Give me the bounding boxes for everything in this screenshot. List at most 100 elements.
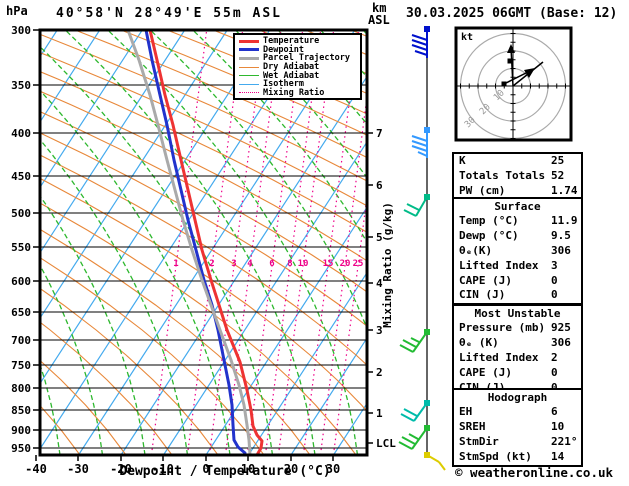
stat-label: CIN (J) <box>459 288 506 302</box>
legend-swatch-dewpoint <box>239 48 259 52</box>
pressure-tick-label: 800 <box>11 382 31 395</box>
km-tick-label: 2 <box>376 366 383 379</box>
wind-barb <box>412 331 428 353</box>
wind-barb <box>400 413 415 422</box>
stat-box-header: Surface <box>494 200 541 213</box>
dry-adiabat-line <box>40 90 367 262</box>
stat-row: CIN (J) 0 <box>454 288 581 303</box>
isotherm-line <box>290 336 367 455</box>
isotherm-line <box>120 75 367 455</box>
mixing-ratio-value: 4 <box>247 259 253 269</box>
mixing-ratio-line <box>277 30 335 455</box>
wind-barb-marker <box>424 127 430 133</box>
datetime-label: 30.03.2025 06GMT (Base: 12) <box>406 6 618 21</box>
stat-row: Totals Totals 52 <box>454 169 581 184</box>
hodograph-arrowhead <box>524 68 535 78</box>
wet-adiabat-line <box>40 45 274 455</box>
mixing-ratio-line <box>224 30 282 455</box>
stat-label: Totals Totals <box>459 168 546 182</box>
mixing-ratio-value: 1 <box>173 259 178 269</box>
stat-box-surface: Surface Temp (°C) 11.9 Dewp (°C) 9.5 θₑ(K) 306… <box>452 197 583 306</box>
copyright: © weatheronline.co.uk <box>455 465 614 480</box>
wind-barb <box>398 441 413 450</box>
dry-adiabat-line <box>40 228 311 455</box>
stat-label: CAPE (J) <box>459 273 512 287</box>
pressure-tick-label: 350 <box>11 79 31 92</box>
wind-barb-marker <box>424 329 430 335</box>
mixing-ratio-value: 25 <box>353 259 364 269</box>
wind-barb-marker <box>424 400 430 406</box>
isotherm-line <box>40 30 143 189</box>
dry-adiabat-line <box>40 33 367 182</box>
stat-row: θₑ (K) 306 <box>454 336 581 351</box>
lcl-label: LCL <box>376 437 396 450</box>
pressure-tick-label: 400 <box>11 127 31 140</box>
mixing-ratio-line <box>332 192 367 455</box>
mixing-ratio-line <box>319 92 367 455</box>
wet-adiabat-line <box>40 138 189 455</box>
stat-row: PW (cm) 1.74 <box>454 184 581 199</box>
wind-barb <box>406 203 420 211</box>
wind-barb <box>415 196 428 217</box>
stat-value: 14 <box>551 449 565 463</box>
legend-item: Mixing Ratio <box>235 89 360 98</box>
legend-label: Mixing Ratio <box>263 87 325 98</box>
km-tick-label: 1 <box>376 407 383 420</box>
wind-barb <box>410 337 420 343</box>
dry-adiabat-line <box>40 132 367 327</box>
isotherm-line <box>40 30 101 124</box>
stat-row: Lifted Index 3 <box>454 259 581 274</box>
wind-barb <box>408 433 419 440</box>
legend-label: Dry Adiabat <box>263 62 320 73</box>
stat-row: CAPE (J) 0 <box>454 366 581 381</box>
stat-box-hodograph: Hodograph EH 6 SREH 10 StmDir 221° StmSpd (kt) 1… <box>452 388 583 467</box>
wind-barb <box>411 427 428 450</box>
temp-tick-label: -40 <box>25 462 47 476</box>
hodograph-frame <box>454 26 573 142</box>
wind-barb <box>401 436 416 445</box>
dry-adiabat-line <box>40 177 367 413</box>
km-tick-label: 7 <box>376 127 383 140</box>
stat-value: 306 <box>551 335 571 349</box>
pressure-tick-label: 550 <box>11 241 31 254</box>
hodograph-ring-label: 30 <box>463 115 478 130</box>
wet-adiabat-line <box>40 362 61 455</box>
hodograph-trace <box>503 70 531 85</box>
isotherm-line <box>205 206 367 455</box>
isotherm-line <box>40 30 271 385</box>
wind-barb-marker <box>424 425 430 431</box>
stat-row: Temp (°C) 11.9 <box>454 214 581 229</box>
stat-value: 11.9 <box>551 214 578 227</box>
legend-item: Isotherm <box>235 80 360 89</box>
plot-frame <box>38 28 369 457</box>
wind-barb-marker <box>424 452 430 458</box>
mixing-ratio-value: 8 <box>287 259 292 269</box>
dry-adiabat-line <box>40 111 367 293</box>
mixing-ratio-line <box>302 30 360 455</box>
stat-label: SREH <box>459 419 486 433</box>
wind-barb <box>403 408 418 417</box>
mixing-ratio-value: 3 <box>231 259 236 269</box>
stat-row: CAPE (J) 0 <box>454 274 581 289</box>
mixing-ratio-value: 15 <box>323 259 334 269</box>
stat-label: CAPE (J) <box>459 365 512 379</box>
pressure-tick-label: 450 <box>11 170 31 183</box>
legend: Temperature Dewpoint Parcel Trajectory Dry … <box>233 33 362 100</box>
stat-label: Lifted Index <box>459 350 539 364</box>
temp-tick-label: -30 <box>67 462 89 476</box>
plot-area <box>40 30 367 455</box>
wind-barb <box>402 339 417 348</box>
stat-value: 925 <box>551 321 571 334</box>
dry-adiabat-line <box>40 256 265 455</box>
stat-box-indices: K 25 Totals Totals 52 PW (cm) 1.74 <box>452 152 583 201</box>
wind-barb-marker <box>424 194 430 200</box>
legend-label: Parcel Trajectory <box>263 53 350 64</box>
stat-value: 10 <box>551 419 565 433</box>
legend-swatch-wet-adiabat <box>239 75 259 77</box>
pressure-tick-label: 650 <box>11 306 31 319</box>
wind-barb <box>417 151 428 157</box>
stat-box-most-unstable: Most Unstable Pressure (mb) 925 θₑ (K) 306 Li… <box>452 304 583 398</box>
stat-value: 0 <box>551 273 558 287</box>
wet-adiabat-line <box>107 30 359 455</box>
stat-label: Lifted Index <box>459 258 539 272</box>
